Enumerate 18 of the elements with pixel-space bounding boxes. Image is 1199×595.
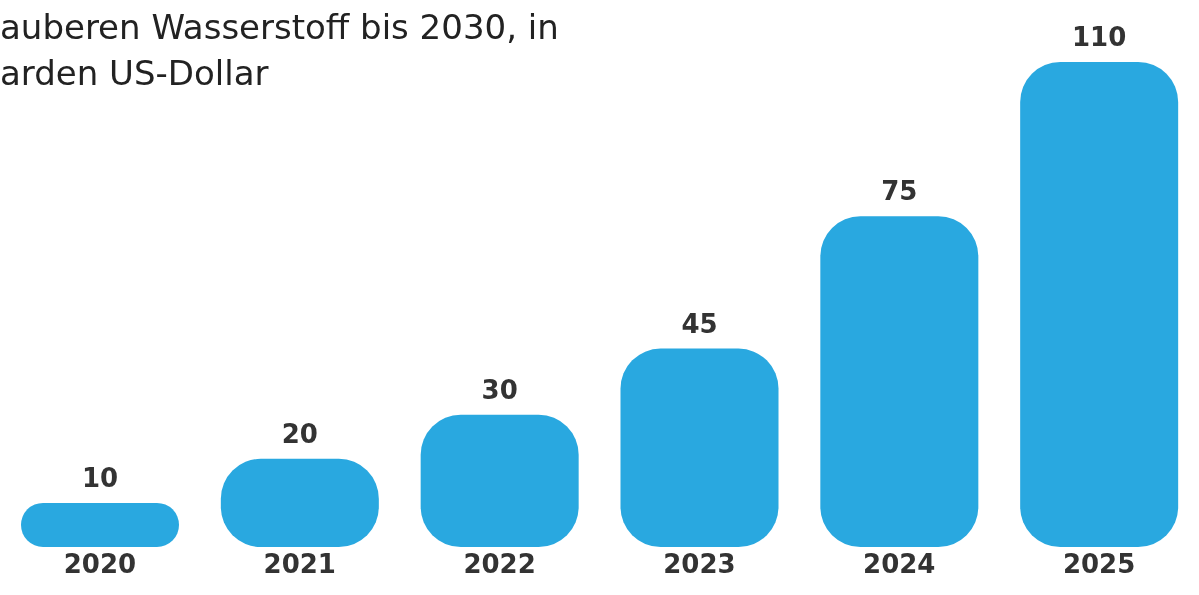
x-tick-label: 2022 [463, 549, 536, 580]
data-label: 110 [1072, 22, 1127, 52]
chart-title: auberen Wasserstoff bis 2030, in arden US-Dollar [0, 6, 559, 95]
bar [620, 348, 779, 547]
bar [1020, 62, 1179, 547]
data-label: 10 [81, 462, 119, 493]
x-tick-label: 2024 [863, 549, 936, 580]
bar [21, 502, 179, 547]
bar [420, 414, 579, 547]
data-label: 75 [881, 176, 918, 207]
data-label: 20 [281, 418, 318, 449]
x-tick-label: 2025 [1062, 549, 1136, 580]
x-tick-label: 2020 [63, 549, 137, 580]
data-label: 30 [481, 374, 518, 405]
data-label: 45 [681, 308, 718, 339]
x-tick-label: 2021 [263, 549, 336, 580]
x-tick-label: 2023 [663, 549, 736, 580]
bar [820, 216, 979, 547]
